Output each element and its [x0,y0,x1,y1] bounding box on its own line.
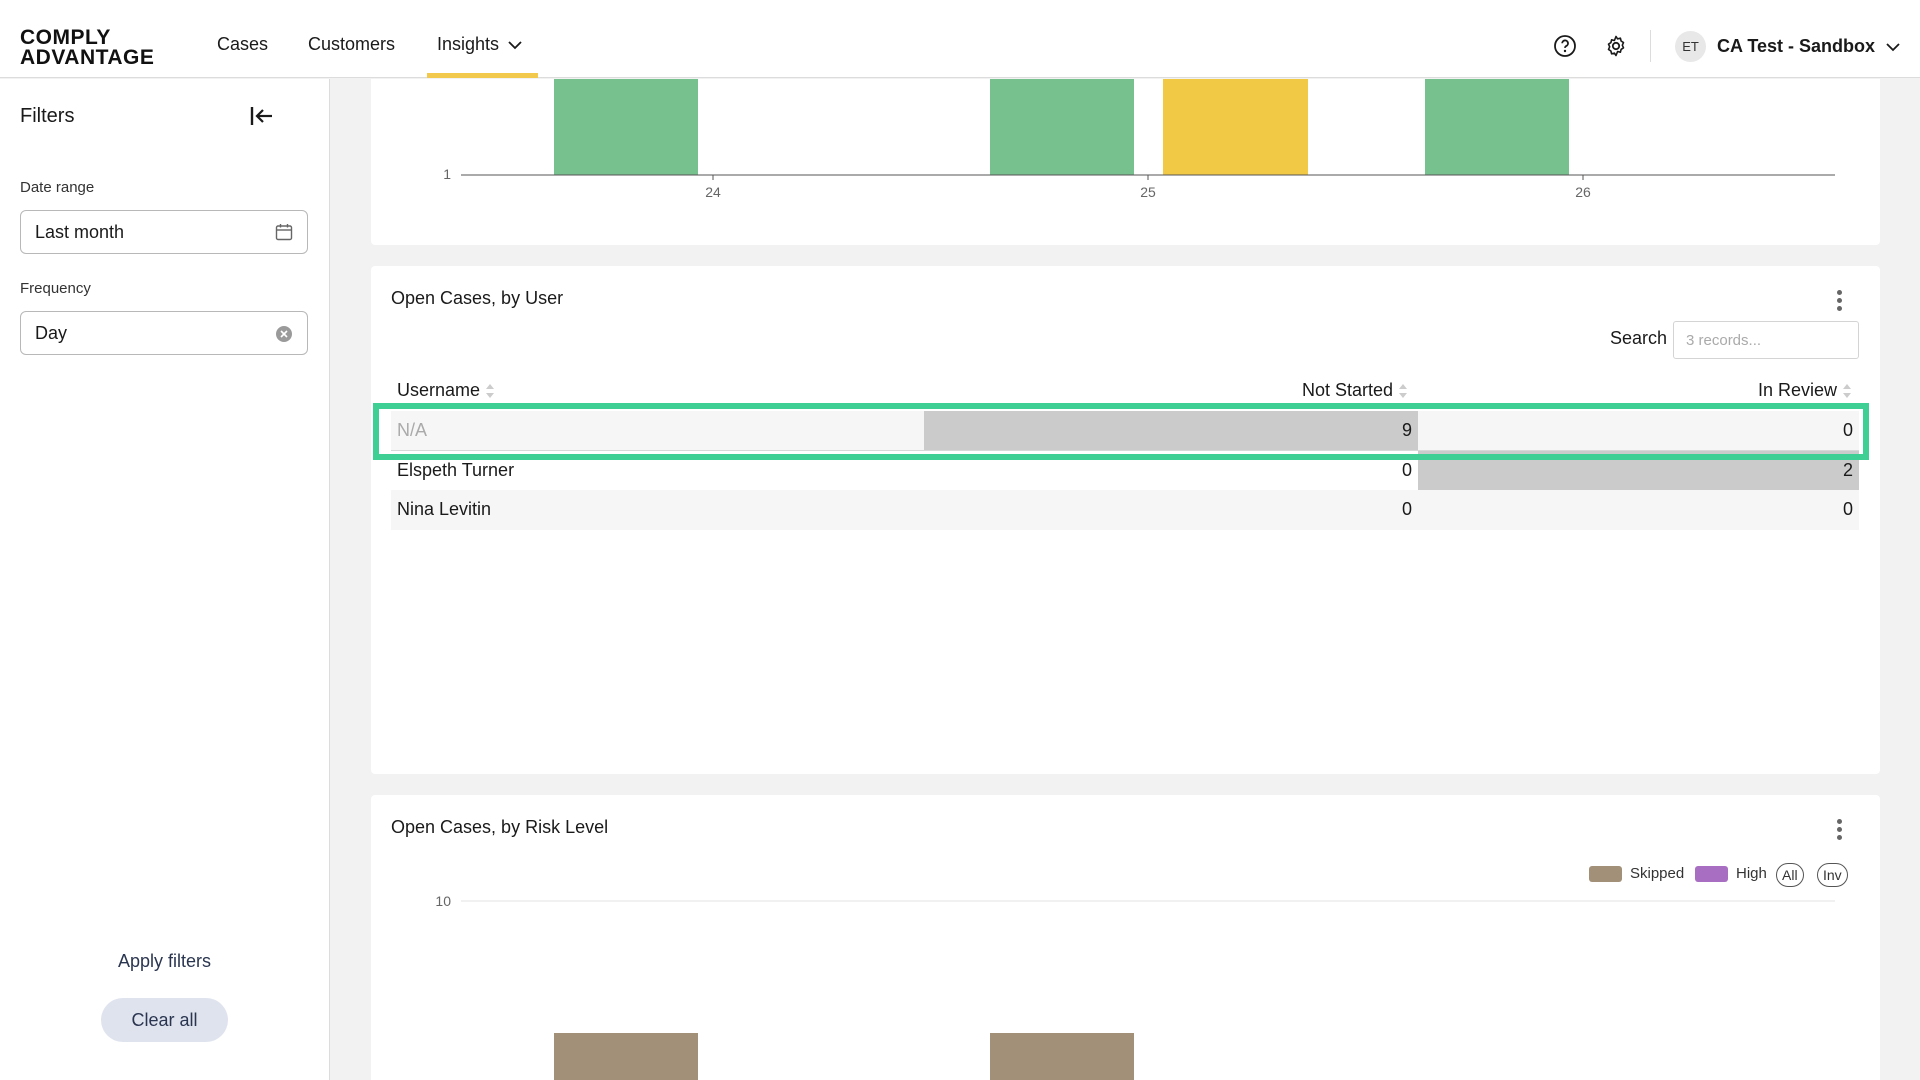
logo-line-1: COMPLY [20,26,111,49]
cell-username: Elspeth Turner [397,460,515,480]
chart-bar[interactable] [554,1033,698,1080]
account-switcher[interactable]: CA Test - Sandbox [1717,36,1901,57]
frequency-label: Frequency [20,280,91,297]
sort-icon [1843,383,1852,398]
cell-not-started: 0 [1401,460,1412,480]
sort-icon [1399,383,1408,398]
legend-item-skipped[interactable]: Skipped [1589,865,1684,882]
column-header-in-review[interactable]: In Review [1758,380,1852,401]
table-row[interactable]: N/A 9 0 [391,411,1859,451]
legend-invert-toggle[interactable]: Inv [1817,863,1848,887]
card-title: Open Cases, by Risk Level [391,817,609,837]
x-tick-label: 26 [1575,184,1591,200]
comply-advantage-logo[interactable]: COMPLY ADVANTAGE [20,26,155,69]
date-range-label: Date range [20,179,95,196]
chart-bar[interactable] [990,79,1134,175]
gear-icon[interactable] [1604,34,1628,58]
help-icon[interactable] [1553,34,1577,58]
filters-title: Filters [20,105,75,127]
chevron-down-icon [508,40,522,49]
clear-selection-icon[interactable] [275,325,293,343]
column-header-not-started[interactable]: Not Started [1302,380,1408,401]
y-tick-label: 1 [443,166,451,182]
logo-line-2: ADVANTAGE [20,46,155,69]
date-range-value: Last month [35,221,125,242]
nav-insights-label: Insights [437,34,500,54]
table-row[interactable]: Nina Levitin 0 0 [391,490,1859,530]
column-header-username[interactable]: Username [397,380,495,401]
chart-bar[interactable] [554,79,698,175]
legend-label: Skipped [1630,865,1685,882]
search-label: Search [1610,328,1668,348]
x-tick-label: 24 [705,184,721,200]
cell-username: Nina Levitin [397,499,492,519]
avatar[interactable]: ET [1675,31,1706,62]
calendar-icon [275,224,293,241]
cases-over-time-chart: 1 24 25 26 [443,79,1835,200]
open-cases-by-user-card: Open Cases, by User Search Username Not … [371,266,1880,774]
legend-swatch [1695,865,1728,882]
more-options-icon[interactable] [1834,290,1844,314]
nav-cases[interactable]: Cases [217,34,269,54]
frequency-value: Day [35,322,68,343]
cell-username: N/A [397,420,428,440]
column-header-label: In Review [1758,380,1838,400]
apply-filters-button[interactable]: Apply filters [118,951,212,971]
chart-bar[interactable] [990,1033,1134,1080]
filters-sidebar: Filters Date range Last month Frequency … [0,79,330,1080]
y-tick-label: 10 [435,893,451,909]
card-title: Open Cases, by User [391,288,564,308]
legend-swatch [1589,865,1622,882]
nav-divider [1650,30,1651,62]
chart-bar[interactable] [1163,79,1308,175]
cell-not-started: 9 [924,411,1418,450]
nav-insights[interactable]: Insights [437,34,523,55]
cell-in-review: 2 [1418,451,1859,490]
cell-not-started: 0 [1401,499,1412,519]
sort-icon [486,383,495,398]
search-input[interactable] [1673,321,1859,359]
cell-in-review: 0 [1842,420,1853,440]
chevron-down-icon [1886,42,1900,51]
legend-label: High [1736,865,1767,882]
x-tick-label: 25 [1140,184,1156,200]
chart-bar[interactable] [1425,79,1569,175]
date-range-field[interactable]: Last month [20,210,308,254]
frequency-select[interactable]: Day [20,311,308,355]
cell-in-review: 0 [1842,499,1853,519]
collapse-sidebar-icon[interactable] [248,103,274,129]
clear-all-button[interactable]: Clear all [101,998,228,1042]
legend-item-high[interactable]: High [1695,865,1767,882]
column-header-label: Not Started [1302,380,1394,400]
cases-over-time-card: 1 24 25 26 [371,79,1880,245]
legend-all-toggle[interactable]: All [1776,863,1804,887]
top-navigation: COMPLY ADVANTAGE Cases Customers Insight… [0,0,1920,78]
account-name: CA Test - Sandbox [1717,36,1876,56]
open-cases-by-risk-card: Open Cases, by Risk Level Skipped High A… [371,795,1880,1080]
nav-customers[interactable]: Customers [308,34,396,54]
active-nav-indicator [427,73,538,78]
column-header-label: Username [397,380,481,400]
more-options-icon[interactable] [1834,819,1844,843]
table-row[interactable]: Elspeth Turner 0 2 [391,451,1859,491]
